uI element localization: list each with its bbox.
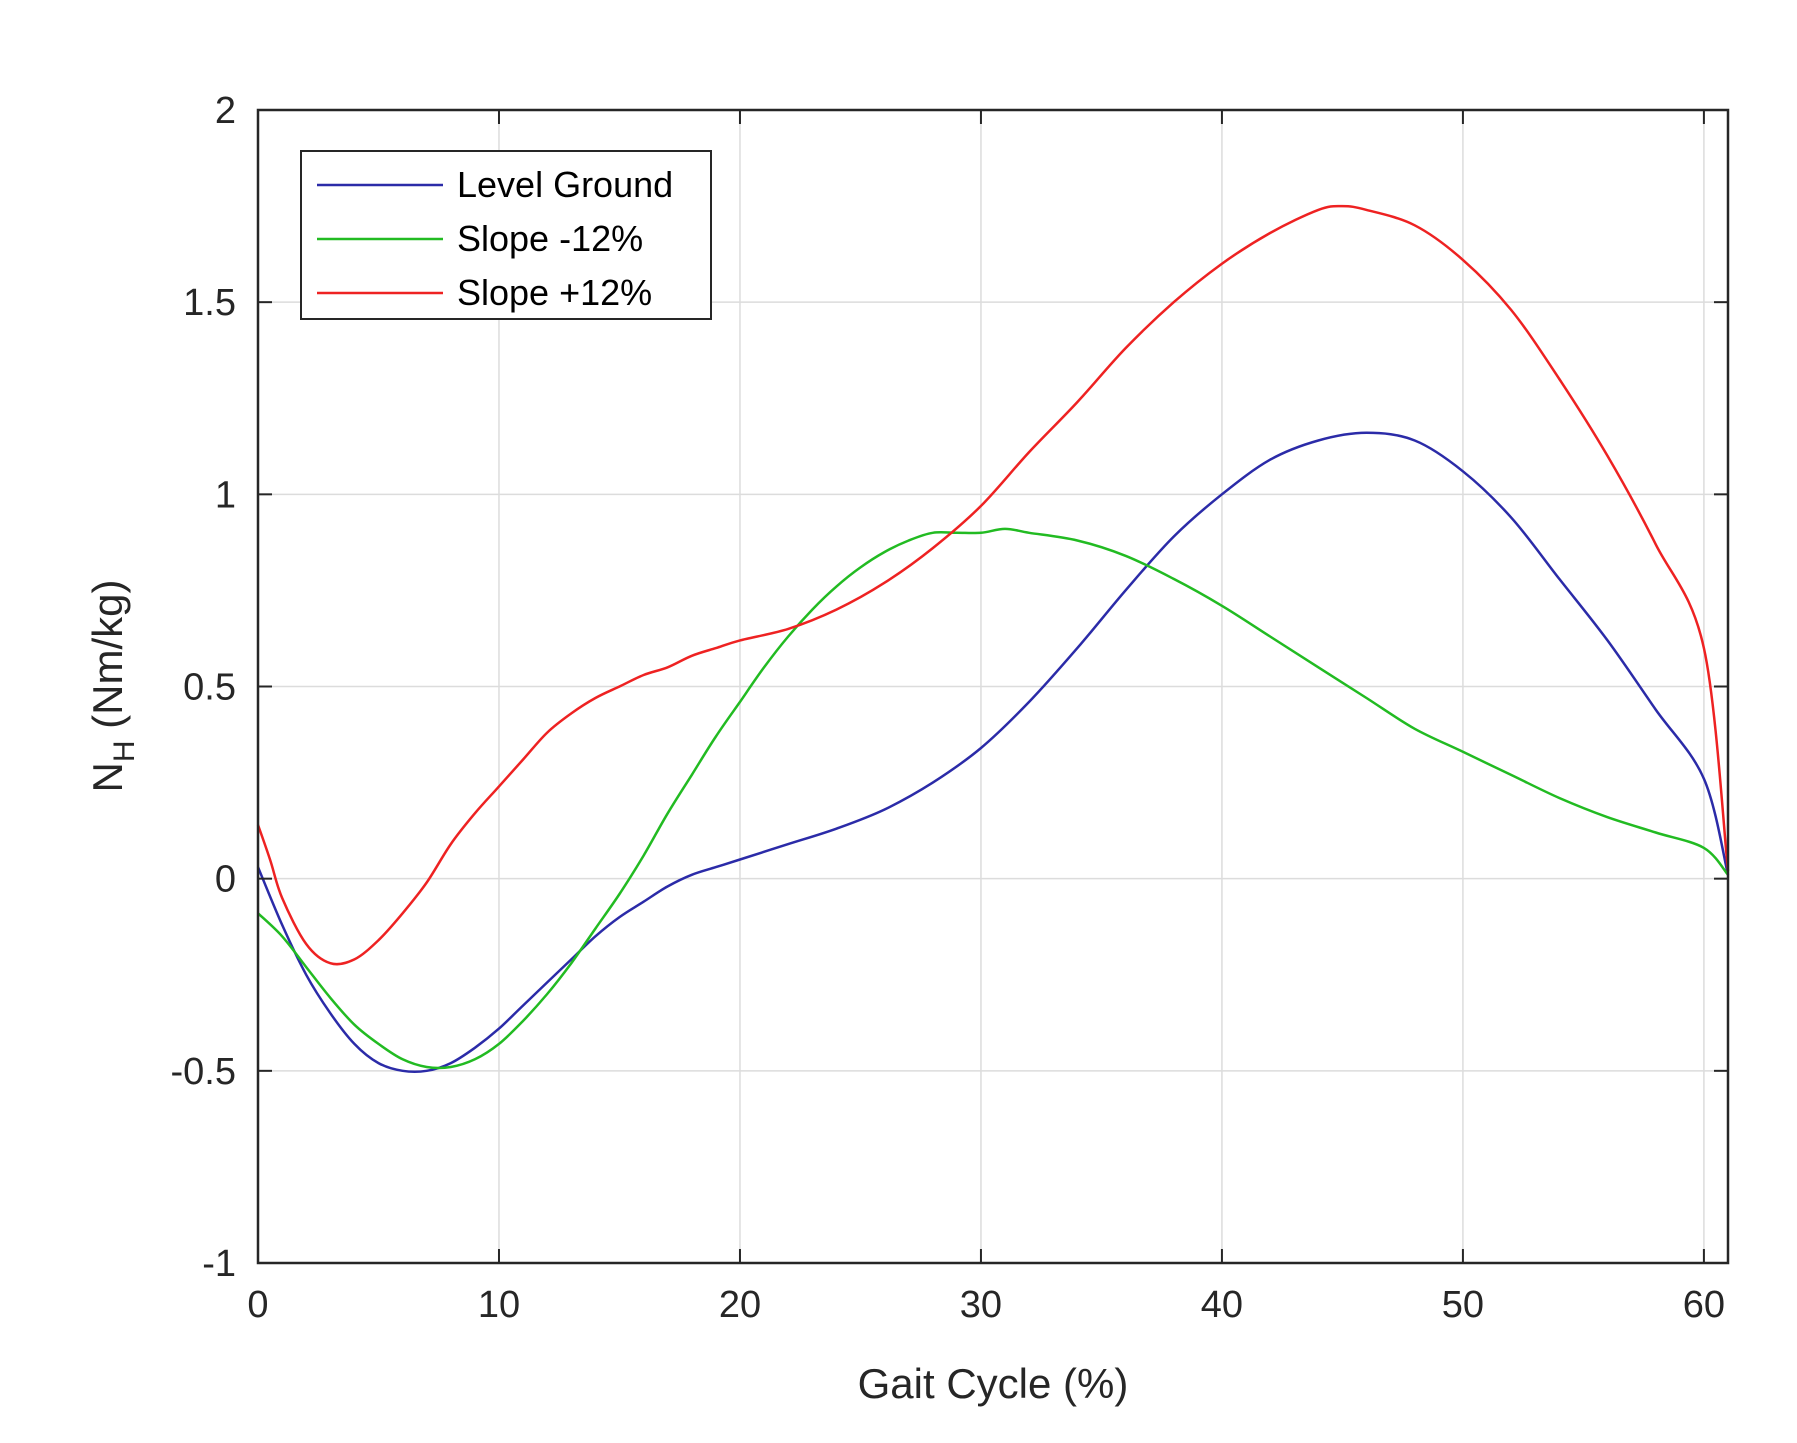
- x-tick-label: 10: [478, 1284, 520, 1326]
- y-tick-label: -0.5: [171, 1051, 236, 1093]
- legend-label-slope-minus-12: Slope -12%: [457, 218, 643, 259]
- x-tick-label: 50: [1442, 1284, 1484, 1326]
- ticks: 0 10 20 30 40 50 60 -1 -0.5 0 0.5 1 1.5 2: [171, 90, 1728, 1326]
- x-tick-label: 20: [719, 1284, 761, 1326]
- series-layer: [256, 204, 1730, 1074]
- y-axis-label-rest: (Nm/kg): [84, 579, 131, 740]
- y-tick-label: -1: [202, 1243, 236, 1285]
- series-line-slope-minus-12: [257, 527, 1729, 1070]
- y-tick-label: 0: [215, 859, 236, 901]
- y-tick-label: 2: [215, 90, 236, 132]
- x-tick-label: 60: [1683, 1284, 1725, 1326]
- x-tick-label: 0: [247, 1284, 268, 1326]
- y-axis-label: NH (Nm/kg): [84, 579, 141, 792]
- y-tick-label: 1.5: [183, 282, 236, 324]
- legend-label-level-ground: Level Ground: [457, 164, 673, 205]
- series-line-slope-plus-12: [256, 204, 1730, 966]
- x-axis-label: Gait Cycle (%): [858, 1360, 1129, 1407]
- legend-label-slope-plus-12: Slope +12%: [457, 272, 652, 313]
- legend-box: [300, 150, 712, 320]
- y-tick-label: 0.5: [183, 667, 236, 709]
- y-axis-label-sub: H: [108, 740, 141, 762]
- x-tick-label: 30: [960, 1284, 1002, 1326]
- series-line-level-ground: [256, 431, 1730, 1074]
- legend: Level Ground Slope -12% Slope +12%: [300, 150, 712, 320]
- x-tick-label: 40: [1201, 1284, 1243, 1326]
- y-tick-label: 1: [215, 474, 236, 516]
- y-axis-label-main: N: [84, 762, 131, 792]
